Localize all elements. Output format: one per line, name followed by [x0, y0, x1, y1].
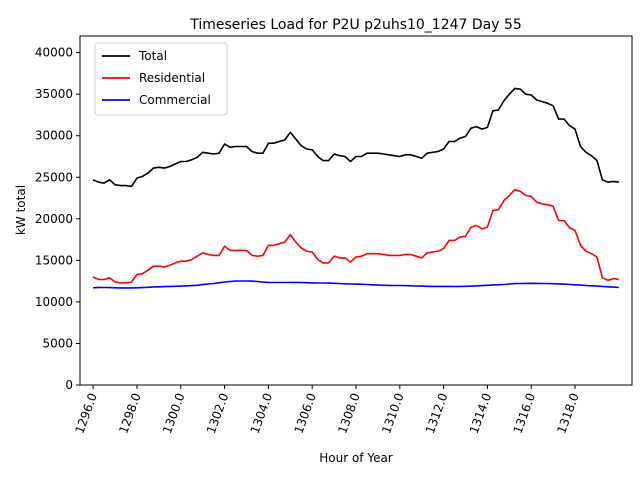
y-tick-label: 10000: [35, 295, 73, 309]
y-tick-label: 40000: [35, 46, 73, 60]
y-tick-label: 35000: [35, 87, 73, 101]
y-tick-label: 25000: [35, 170, 73, 184]
series-line-commercial: [93, 280, 619, 289]
y-axis-label: kW total: [14, 185, 28, 235]
series-line-residential: [92, 188, 620, 284]
legend: Total Residential Commercial: [94, 42, 228, 116]
y-tick-label: 5000: [42, 336, 73, 350]
legend-label-total: Total: [138, 49, 167, 63]
chart-title: Timeseries Load for P2U p2uhs10_1247 Day…: [189, 17, 522, 33]
y-tick-label: 20000: [35, 212, 73, 226]
legend-label-residential: Residential: [139, 71, 205, 85]
y-tick-label: 15000: [35, 253, 73, 267]
y-tick-label: 0: [65, 378, 73, 392]
legend-label-commercial: Commercial: [139, 93, 211, 107]
y-tick-label: 30000: [35, 129, 73, 143]
series-line-total: [92, 87, 620, 188]
plot-frame: [79, 35, 633, 386]
series-lines: [92, 87, 620, 289]
x-axis-label: Hour of Year: [319, 451, 393, 465]
legend-box: [94, 42, 228, 116]
y-axis-ticks: 0 5000 10000 15000 20000 25000 30000 35000 40000: [35, 46, 80, 392]
